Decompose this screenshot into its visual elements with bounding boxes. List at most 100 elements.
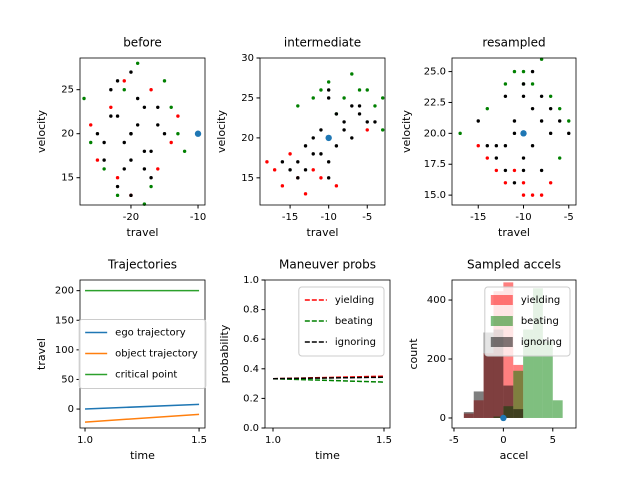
scatter-point [319,128,323,132]
marker-point [520,130,527,137]
scatter-point [115,184,120,189]
legend: yielding beating ignoring [298,286,385,357]
line [84,413,200,423]
x-tick-label: -15 [282,212,298,223]
scatter-point [548,181,553,185]
scatter-point [288,152,292,156]
scatter-point [142,149,147,154]
scatter-point [530,144,535,148]
scatter-point [162,79,167,83]
scatter-point [494,144,499,148]
y-tick-label: 15 [61,173,74,184]
scatter-point [303,144,308,148]
scatter-point [558,106,562,111]
scatter-point [512,181,517,185]
scatter-point [350,72,354,76]
y-tick-label: 15 [241,173,254,184]
scatter-point [521,156,526,160]
scatter-point [326,88,331,92]
scatter-point [129,132,133,136]
x-tick-label: -5 [564,212,574,223]
scatter-point [288,168,292,172]
scatter-point [350,136,354,140]
scatter-point [89,123,93,127]
histogram-bar [473,391,484,418]
marker-point [500,414,507,422]
scatter-point [162,132,167,136]
x-tick-label: 5 [550,435,556,446]
scatter-point [458,131,462,136]
scatter-point [380,96,385,100]
scatter-point [326,80,331,84]
scatter-point [156,167,160,171]
scatter-point [135,61,140,65]
subplot-title: resampled [482,36,545,50]
scatter-point [311,136,315,140]
subplot-title: Sampled accels [467,258,561,272]
scatter-point [115,114,120,118]
y-axis-label: velocity [215,110,228,153]
legend-label: beating [335,316,373,327]
y-tick-label: 25.0 [424,67,446,78]
scatter-point [142,105,147,109]
legend-label: yielding [335,295,374,306]
scatter-point [156,123,160,127]
scatter-point [129,158,133,162]
scatter-point [512,131,517,136]
scatter-point [303,168,308,172]
scatter-point [373,104,377,108]
legend-box [298,286,385,357]
scatter-point [494,156,499,160]
scatter-point [539,193,544,197]
scatter-point [342,120,346,124]
legend-label: beating [521,316,559,327]
scatter-point [303,192,308,196]
scatter-point [334,112,339,116]
y-tick-label: 50 [61,374,74,385]
scatter-point [109,105,113,109]
scatter-point [311,152,315,156]
scatter-point [503,144,508,148]
y-tick-label: 0 [440,413,446,424]
scatter-point [156,105,160,109]
x-axis-label: travel [307,226,339,239]
scatter-point [476,144,480,148]
x-axis-label: accel [500,449,529,462]
scatter-point [311,168,315,172]
scatter-point [182,149,187,154]
x-axis-label: time [315,449,340,462]
scatter-point [311,96,315,100]
scatter-point [521,69,526,74]
legend-label: ego trajectory [115,328,186,339]
scatter-point [342,96,346,100]
scatter-point [95,158,100,162]
scatter-point [169,105,173,109]
scatter-point [122,79,126,83]
scatter-point [365,128,369,132]
scatter-point [326,160,331,164]
scatter-point [176,114,180,118]
y-axis-label: travel [35,338,48,370]
scatter-point [521,82,526,86]
histogram-bar [483,332,494,418]
scatter-point [326,176,331,180]
scatter-point [149,184,153,189]
scatter-point [342,128,346,132]
scatter-point [512,119,517,123]
scatter-point [539,94,544,98]
scatter-point [122,140,126,145]
scatter-point [280,160,285,164]
scatter-point [115,176,120,180]
scatter-point [169,140,173,145]
scatter-point [530,82,535,86]
scatter-point [95,132,100,136]
y-axis-label: count [407,338,420,370]
x-axis-label: travel [127,226,159,239]
marker-point [194,130,202,137]
scatter-point [512,168,517,173]
scatter-point [176,132,180,136]
scatter-point [149,176,153,180]
histogram-bar [503,385,514,418]
axes-background [452,58,576,205]
legend-label: critical point [115,370,177,381]
